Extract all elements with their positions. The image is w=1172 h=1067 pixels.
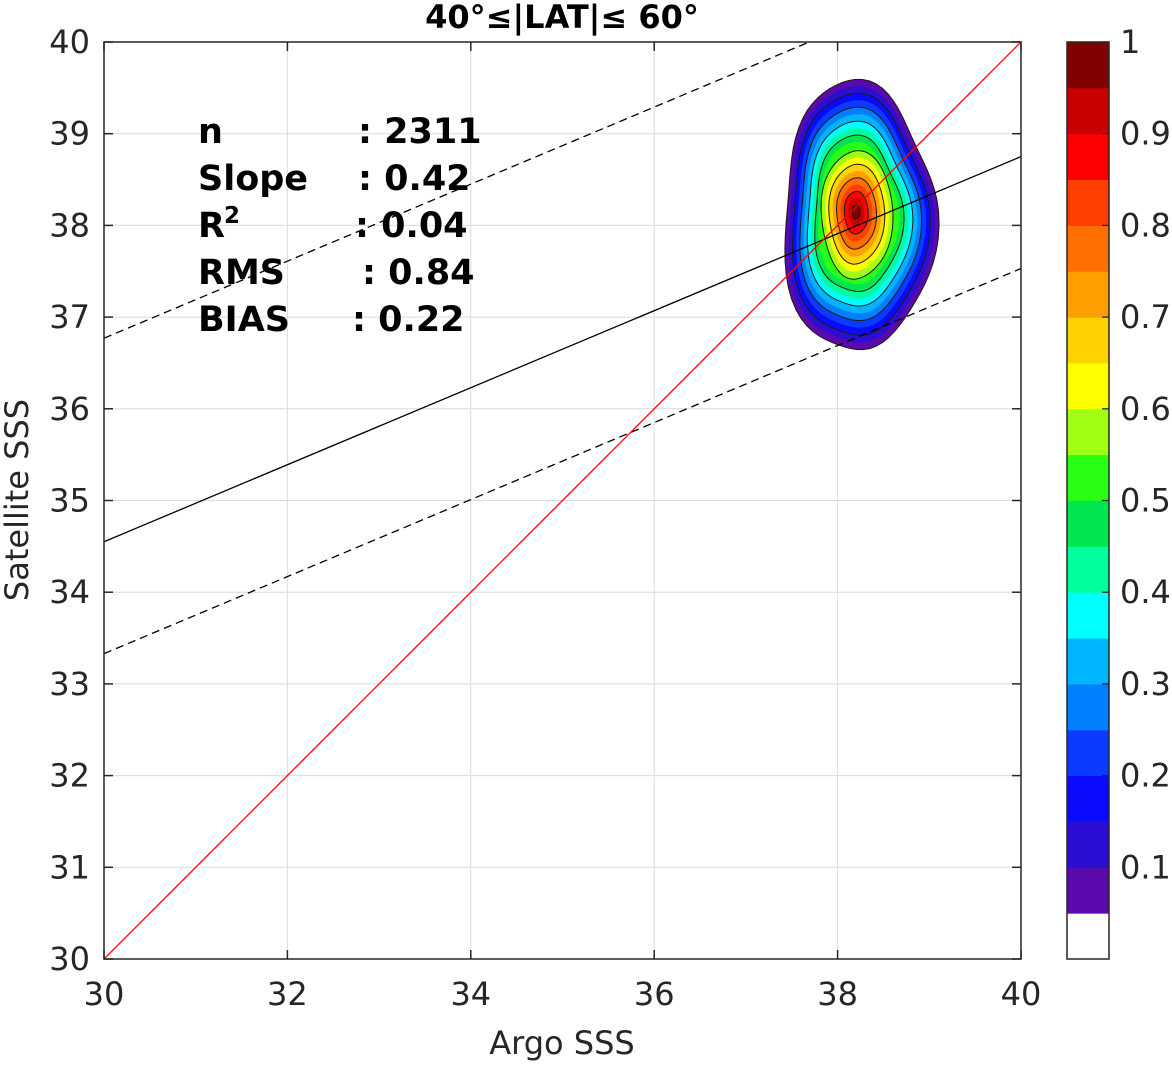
stat-value: : 0.22 — [352, 300, 465, 340]
colorbar-segment — [1067, 592, 1109, 639]
stat-label: n — [198, 112, 223, 152]
colorbar-segment — [1067, 821, 1109, 868]
statistics-annotation: n : 2311 Slope : 0.42 R 2 : 0.04 RMS : 0.84 BIAS:… — [198, 112, 482, 340]
lower-bound-line — [104, 267, 1021, 655]
y-tick-label: 35 — [49, 482, 90, 520]
colorbar-segment — [1067, 683, 1109, 731]
x-tick-label: 30 — [84, 975, 125, 1013]
y-tick-labels: 30 31 32 33 34 35 36 37 38 39 40 — [49, 23, 90, 978]
chart-title: 40°≤|LAT|≤ 60° — [425, 0, 699, 37]
colorbar-segment — [1067, 638, 1109, 685]
y-tick-label: 36 — [49, 390, 90, 428]
stat-label-superscript: 2 — [224, 203, 240, 229]
y-tick-label: 33 — [49, 665, 90, 703]
y-axis-label: Satellite SSS — [0, 399, 36, 601]
y-tick-label: 39 — [49, 115, 90, 153]
colorbar-segment — [1067, 87, 1109, 135]
colorbar-tick-label: 0.9 — [1120, 115, 1171, 153]
colorbar-segment — [1067, 225, 1109, 272]
colorbar-segment — [1067, 729, 1109, 777]
x-axis-label: Argo SSS — [489, 1024, 634, 1062]
colorbar-segment — [1067, 179, 1109, 226]
y-tick-label: 30 — [49, 940, 90, 978]
density-contours — [784, 78, 940, 351]
colorbar-segment — [1067, 133, 1109, 181]
y-tick-label: 38 — [49, 206, 90, 244]
colorbar-tick-label: 0.5 — [1120, 482, 1171, 520]
colorbar-tick-label: 0.6 — [1120, 390, 1171, 428]
stat-label: RMS — [198, 253, 285, 293]
reference-lines — [104, 42, 1021, 959]
colorbar-segment — [1067, 913, 1109, 960]
colorbar: 0.1 0.2 0.3 0.4 0.5 0.6 0.7 0.8 0.9 1 — [1066, 23, 1171, 960]
colorbar-segment — [1067, 408, 1109, 456]
colorbar-tick-label: 0.8 — [1120, 206, 1171, 244]
y-tick-label: 31 — [49, 848, 90, 886]
grid — [103, 41, 1022, 960]
stat-label: R — [198, 206, 225, 246]
regression-line — [104, 156, 1021, 543]
x-tick-label: 40 — [1001, 975, 1042, 1013]
colorbar-segment — [1067, 42, 1109, 89]
stat-value: : 2311 — [358, 112, 482, 152]
y-tick-label: 34 — [49, 573, 90, 611]
colorbar-segment — [1067, 454, 1109, 501]
x-tick-label: 32 — [267, 975, 308, 1013]
upper-bound-line — [104, 42, 811, 339]
colorbar-tick-label: 0.4 — [1120, 573, 1171, 611]
y-tick-label: 37 — [49, 298, 90, 336]
x-tick-label: 34 — [450, 975, 491, 1013]
x-tick-labels: 30 32 34 36 38 40 — [84, 975, 1042, 1013]
colorbar-segment — [1067, 271, 1109, 318]
colorbar-segment — [1067, 500, 1109, 547]
colorbar-tick-label: 0.2 — [1120, 757, 1171, 795]
colorbar-tick-label: 0.7 — [1120, 298, 1171, 336]
colorbar-tick-label: 0.3 — [1120, 665, 1171, 703]
colorbar-segment — [1067, 362, 1109, 410]
stat-label: Slope — [198, 159, 308, 199]
axis-ticks — [103, 41, 1022, 960]
colorbar-tick-label: 1 — [1120, 23, 1140, 61]
colorbar-segment — [1067, 546, 1109, 593]
colorbar-tick-label: 0.1 — [1120, 848, 1171, 886]
colorbar-segment — [1067, 867, 1109, 914]
x-tick-label: 38 — [817, 975, 858, 1013]
x-tick-label: 36 — [634, 975, 675, 1013]
colorbar-segment — [1067, 317, 1109, 364]
stat-label: BIAS — [198, 300, 290, 340]
stat-value: : 0.42 — [358, 159, 471, 199]
y-tick-label: 32 — [49, 757, 90, 795]
colorbar-segment — [1067, 775, 1109, 822]
stat-value: : 0.84 — [362, 253, 475, 293]
stat-value: : 0.04 — [355, 206, 468, 246]
y-tick-label: 40 — [49, 23, 90, 61]
identity-line — [104, 42, 1021, 959]
